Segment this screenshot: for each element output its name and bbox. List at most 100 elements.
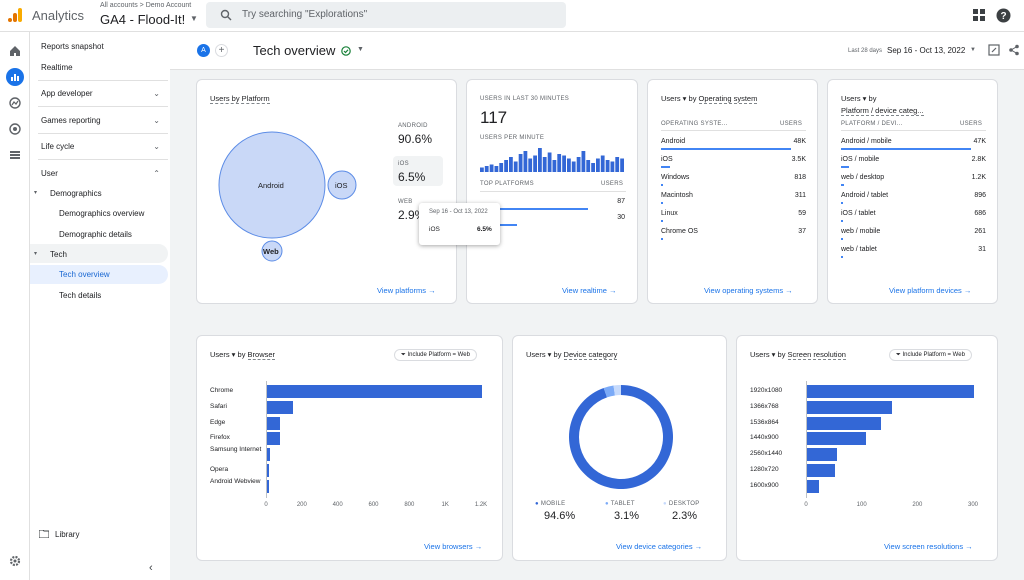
check-circle-icon[interactable] [341,46,351,56]
view-device-categories-link[interactable]: View device categories → [616,542,703,551]
sidebar-item-demographic-details[interactable]: Demographic details [59,230,132,239]
property-caret-icon[interactable]: ▼ [190,14,198,23]
chart-bar[interactable] [267,448,270,462]
sidebar-item-reports-snapshot[interactable]: Reports snapshot [41,42,104,51]
per-minute-bar[interactable] [586,160,591,172]
sidebar-item-demographics[interactable]: Demographics [50,189,102,198]
explore-icon[interactable] [6,94,24,112]
view-realtime-link[interactable]: View realtime → [562,286,617,295]
chart-bar[interactable] [807,432,867,446]
chart-bar[interactable] [807,385,974,398]
table-row-name[interactable]: web / mobile [841,228,881,235]
per-minute-bar[interactable] [620,158,624,173]
sidebar-section-games-reporting[interactable]: Games reporting [41,116,101,125]
table-row-name[interactable]: Android / mobile [841,138,892,145]
view-operating-systems-link[interactable]: View operating systems → [704,286,793,295]
view-platforms-link[interactable]: View platforms → [377,286,436,295]
donut-slice-mobile[interactable] [569,385,673,489]
per-minute-bar[interactable] [542,157,547,172]
chevron-down-icon[interactable]: ⌄ [153,142,160,151]
sidebar-item-tech[interactable]: Tech [50,250,67,259]
card-title-dimension[interactable]: Platform / device categ... [841,106,924,116]
sidebar-item-realtime[interactable]: Realtime [41,63,73,72]
per-minute-bar[interactable] [581,151,586,172]
date-range-picker[interactable]: Sep 16 - Oct 13, 2022 [887,46,966,55]
chart-bar[interactable] [807,464,836,477]
per-minute-bar[interactable] [567,158,571,173]
per-minute-bar[interactable] [591,163,595,172]
caret-down-icon[interactable]: ▾ [34,190,38,196]
per-minute-bar[interactable] [489,164,494,173]
customize-report-icon[interactable] [988,44,1000,56]
filter-chip[interactable]: ⏷ Include Platform = Web [889,349,972,361]
table-row-name[interactable]: Macintosh [661,192,693,199]
filter-chip[interactable]: ⏷ Include Platform = Web [394,349,477,361]
per-minute-bar[interactable] [523,151,528,172]
chevron-down-icon[interactable]: ⌄ [153,116,160,125]
chart-bar[interactable] [807,448,837,462]
table-row-name[interactable]: Chrome OS [661,228,698,235]
table-row-name[interactable]: iOS [661,156,673,163]
apps-grid-icon[interactable] [972,8,986,22]
table-row-name[interactable]: Android / tablet [841,192,889,199]
advertising-icon[interactable] [6,120,24,138]
card-title[interactable]: Users ▾ by Screen resolution [750,350,846,360]
per-minute-bar[interactable] [480,167,484,173]
view-browsers-link[interactable]: View browsers → [424,542,483,551]
chart-bar[interactable] [807,416,881,430]
table-row-name[interactable]: Android [661,138,686,145]
card-title[interactable]: Users by Platform [210,94,270,104]
caret-down-icon[interactable]: ▾ [34,251,38,257]
per-minute-bar[interactable] [562,155,566,173]
per-minute-bar[interactable] [538,148,542,172]
property-selector[interactable]: GA4 - Flood-It! [100,12,186,27]
per-minute-bar[interactable] [610,161,615,173]
share-icon[interactable] [1008,44,1020,56]
chevron-up-icon[interactable]: ⌃ [153,169,160,178]
table-row-name[interactable]: web / desktop [841,174,885,181]
per-minute-bar[interactable] [600,155,605,173]
per-minute-bar[interactable] [509,157,513,172]
collapse-chevron-icon[interactable]: ‹ [149,562,153,574]
per-minute-bar[interactable] [528,158,533,173]
per-minute-bar[interactable] [499,163,504,172]
bubble-android[interactable] [218,131,326,239]
per-minute-bar[interactable] [596,158,600,173]
chart-bar[interactable] [267,479,269,493]
date-caret-icon[interactable]: ▼ [970,47,976,53]
card-title[interactable]: Users ▾ by Device category [526,350,618,360]
chevron-down-icon[interactable]: ⌄ [153,89,160,98]
per-minute-bar[interactable] [518,154,523,172]
bubble-ios[interactable] [327,170,357,200]
per-minute-bar[interactable] [552,160,557,172]
chart-bar[interactable] [267,432,280,446]
card-title[interactable]: Users ▾ by Operating system [661,94,758,104]
per-minute-bar[interactable] [576,157,581,172]
sidebar-section-app-developer[interactable]: App developer [41,89,93,98]
device-category-donut[interactable] [565,381,677,493]
view-screen-resolutions-link[interactable]: View screen resolutions → [884,542,973,551]
chart-bar[interactable] [267,464,269,477]
comparison-avatar[interactable]: A [197,44,210,57]
help-icon[interactable]: ? [996,8,1011,23]
chart-bar[interactable] [267,416,281,430]
view-platform-devices-link[interactable]: View platform devices → [889,286,972,295]
chart-bar[interactable] [807,479,820,493]
settings-gear-icon[interactable] [6,552,24,570]
per-minute-bar[interactable] [615,157,620,172]
per-minute-bar[interactable] [557,154,562,172]
per-minute-bar[interactable] [571,161,576,173]
per-minute-bar[interactable] [494,166,499,172]
analytics-logo-icon[interactable] [7,7,23,23]
per-minute-bar[interactable] [504,160,508,172]
table-row-name[interactable]: iOS / mobile [841,156,880,163]
card-title[interactable]: Users ▾ by [841,94,877,103]
per-minute-bar[interactable] [533,155,537,173]
title-caret-icon[interactable]: ▼ [357,46,364,53]
sidebar-item-demographics-overview[interactable]: Demographics overview [59,209,145,218]
sidebar-section-user[interactable]: User [41,169,58,178]
account-breadcrumb[interactable]: All accounts > Demo Account [100,2,192,9]
table-row-name[interactable]: Windows [661,174,690,181]
sidebar-item-tech-overview[interactable]: Tech overview [59,270,110,279]
table-row-name[interactable]: Linux [661,210,678,217]
